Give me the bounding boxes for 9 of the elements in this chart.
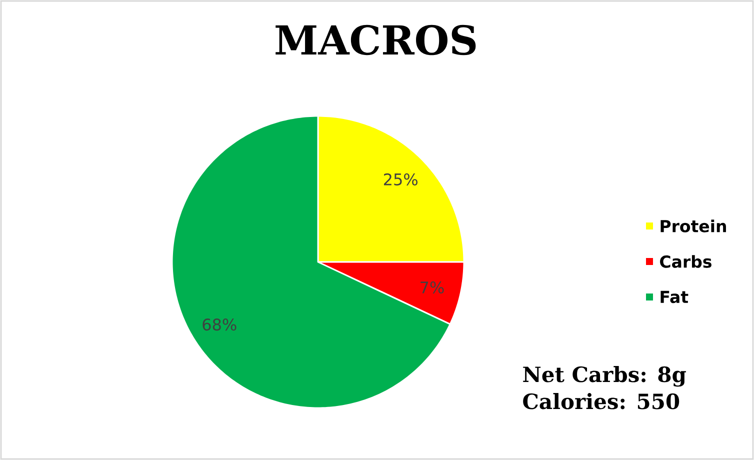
legend-label: Fat — [660, 290, 688, 304]
legend-label: Protein — [660, 220, 726, 232]
data-label: 25% — [384, 173, 418, 186]
chart-title: MACROS — [276, 24, 476, 56]
text: Net Carbs: 8g — [523, 366, 686, 387]
data-label: 68% — [202, 318, 236, 331]
legend-label: Carbs — [660, 255, 712, 268]
text: Calories: 550 — [523, 393, 680, 410]
data-label: 7% — [420, 281, 444, 294]
